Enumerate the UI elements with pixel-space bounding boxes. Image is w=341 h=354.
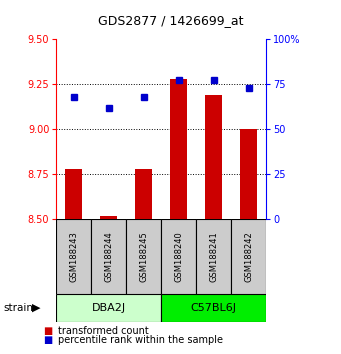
Text: ▶: ▶ [32,303,40,313]
Bar [126,219,161,294]
Bar [161,294,266,322]
Bar [100,216,117,219]
Bar [196,219,231,294]
Bar [65,169,83,219]
Bar [161,219,196,294]
Text: ■: ■ [43,335,53,345]
Bar [91,219,126,294]
Text: GSM188242: GSM188242 [244,231,253,282]
Text: DBA2J: DBA2J [92,303,126,313]
Text: strain: strain [3,303,33,313]
Text: GSM188244: GSM188244 [104,231,113,282]
Text: GSM188241: GSM188241 [209,231,218,282]
Text: C57BL6J: C57BL6J [191,303,237,313]
Text: GSM188245: GSM188245 [139,231,148,282]
Bar [170,79,187,219]
Bar [231,219,266,294]
Bar [205,95,222,219]
Bar [240,129,257,219]
Text: GSM188240: GSM188240 [174,231,183,282]
Text: GSM188243: GSM188243 [69,231,78,282]
Text: transformed count: transformed count [58,326,149,336]
Text: ■: ■ [43,326,53,336]
Bar [135,169,152,219]
Bar [56,219,91,294]
Bar [56,294,161,322]
Text: GDS2877 / 1426699_at: GDS2877 / 1426699_at [98,14,243,27]
Text: percentile rank within the sample: percentile rank within the sample [58,335,223,345]
